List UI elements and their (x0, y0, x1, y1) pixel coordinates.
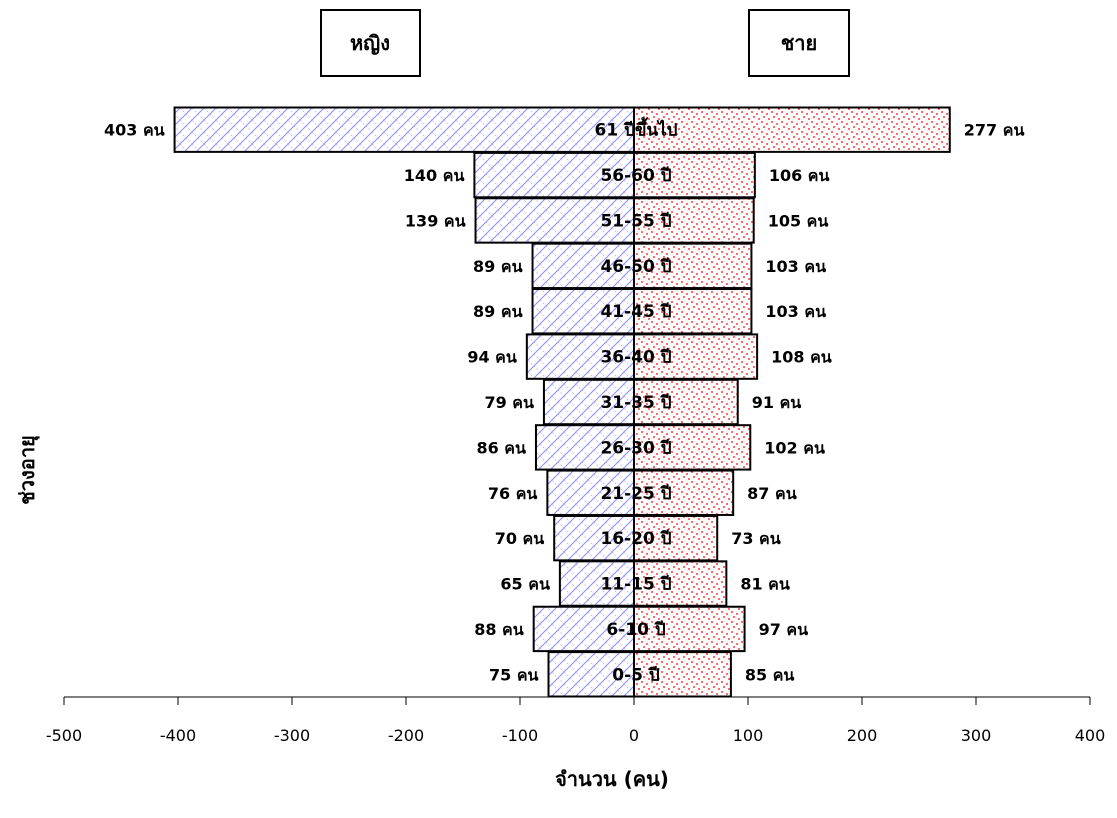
value-label-male: 81 คน (740, 575, 790, 594)
category-label: 21-25 ปี (600, 483, 671, 504)
value-label-female: 139 คน (405, 211, 466, 230)
category-label: 11-15 ปี (600, 574, 671, 595)
value-label-male: 103 คน (765, 302, 826, 321)
category-label: 0-5 ปี (612, 664, 660, 685)
category-label: 41-45 ปี (600, 301, 671, 322)
value-label-male: 97 คน (759, 620, 809, 639)
bar-male-21-25 ปี (633, 469, 735, 516)
value-label-female: 79 คน (484, 393, 534, 412)
category-label: 46-50 ปี (600, 256, 671, 277)
x-tick-label: -500 (46, 726, 82, 745)
bar-female-61 ปีขึ้นไป (173, 106, 636, 153)
value-label-female: 94 คน (467, 348, 517, 367)
x-tick-label: 100 (733, 726, 764, 745)
value-label-male: 105 คน (768, 211, 829, 230)
category-label: 16-20 ปี (600, 528, 671, 549)
legend-female-label: หญิง (350, 31, 390, 55)
value-label-female: 88 คน (474, 620, 524, 639)
x-tick-label: 400 (1075, 726, 1106, 745)
value-label-male: 102 คน (764, 438, 825, 457)
value-label-female: 75 คน (489, 665, 539, 684)
category-label: 31-35 ปี (600, 392, 671, 413)
value-label-male: 91 คน (752, 393, 802, 412)
bars-group (173, 106, 951, 698)
value-label-male: 85 คน (745, 665, 795, 684)
bar-female-6-10 ปี (532, 605, 635, 653)
category-label: 26-30 ปี (600, 437, 671, 458)
value-labels-group: 75 คน 85 คน 88 คน 97 คน 65 คน 81 คน 70 คน 73 คน… (104, 121, 1024, 685)
value-label-male: 106 คน (769, 166, 830, 185)
bar-male-0-5 ปี (633, 651, 732, 698)
x-axis-ticks-group: -500 -400 -300 -200 -100 0 100 200 300 400 (46, 697, 1105, 745)
value-label-male: 87 คน (747, 484, 797, 503)
category-label: 61 ปีขึ้นไป (595, 117, 678, 141)
value-label-female: 140 คน (404, 166, 465, 185)
value-label-female: 89 คน (473, 257, 523, 276)
y-axis-title: ช่วงอายุ (15, 435, 40, 505)
category-label: 36-40 ปี (600, 347, 671, 368)
value-label-male: 108 คน (771, 348, 832, 367)
category-label: 56-60 ปี (600, 165, 671, 186)
value-label-female: 65 คน (500, 575, 550, 594)
legend-female: หญิง (320, 9, 421, 77)
x-tick-label: -200 (388, 726, 424, 745)
value-label-female: 89 คน (473, 302, 523, 321)
x-tick-label: -300 (274, 726, 310, 745)
bar-male-61 ปีขึ้นไป (633, 106, 951, 153)
bar-female-11-15 ปี (558, 560, 636, 607)
bar-male-41-45 ปี (633, 288, 753, 335)
x-tick-label: 0 (629, 726, 639, 745)
x-tick-label: 300 (961, 726, 992, 745)
legend-male: ชาย (748, 9, 850, 77)
value-label-male: 277 คน (964, 121, 1025, 140)
value-label-male: 73 คน (731, 529, 781, 548)
category-label: 51-55 ปี (600, 210, 671, 231)
value-label-male: 103 คน (765, 257, 826, 276)
bar-female-16-20 ปี (553, 514, 636, 562)
category-label: 6-10 ปี (606, 619, 665, 640)
x-tick-label: 200 (847, 726, 878, 745)
bar-female-36-40 ปี (525, 333, 636, 380)
category-labels-group: 0-5 ปี 6-10 ปี 11-15 ปี 16-20 ปี 21-25 ปี 26-… (595, 117, 678, 686)
x-tick-label: -400 (160, 726, 196, 745)
legend-male-label: ชาย (781, 31, 818, 55)
bar-male-26-30 ปี (633, 424, 752, 471)
value-label-female: 70 คน (495, 529, 545, 548)
value-label-female: 403 คน (104, 121, 165, 140)
value-label-female: 76 คน (488, 484, 538, 503)
bar-female-41-45 ปี (531, 288, 635, 335)
value-label-female: 86 คน (476, 438, 526, 457)
x-tick-label: -100 (502, 726, 538, 745)
bar-female-26-30 ปี (534, 424, 636, 471)
x-axis-title: จำนวน (คน) (555, 767, 669, 791)
bar-female-56-60 ปี (473, 151, 635, 199)
bar-female-51-55 ปี (474, 197, 636, 244)
